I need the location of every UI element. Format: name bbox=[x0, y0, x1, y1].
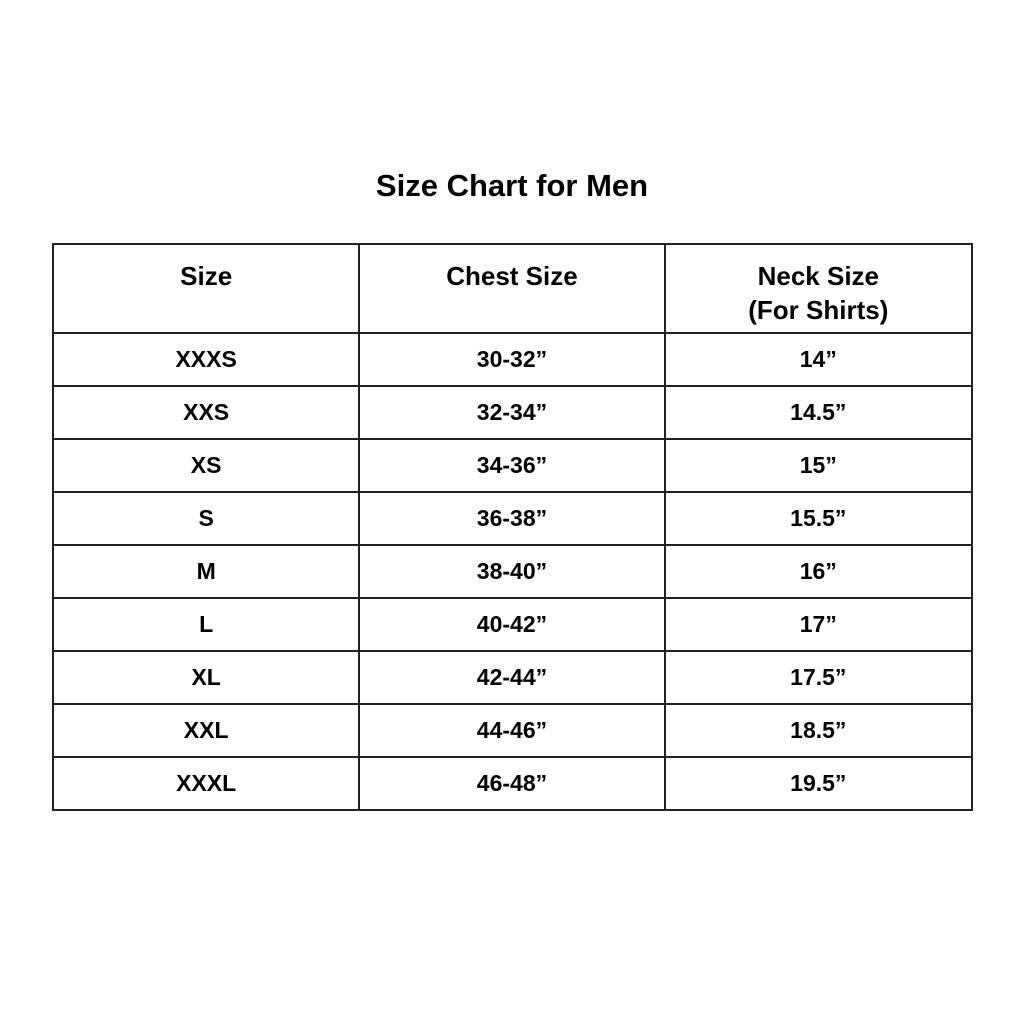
chest-size-cell: 32-34” bbox=[358, 385, 666, 440]
chest-size-cell: 34-36” bbox=[358, 438, 666, 493]
size-cell: M bbox=[51, 544, 361, 599]
neck-size-cell: 17.5” bbox=[663, 650, 974, 705]
neck-size-cell: 18.5” bbox=[663, 703, 974, 758]
table-row: S 36-38” 15.5” bbox=[51, 491, 974, 546]
chest-size-cell: 38-40” bbox=[358, 544, 666, 599]
neck-size-cell: 17” bbox=[663, 597, 974, 652]
chest-size-cell: 40-42” bbox=[358, 597, 666, 652]
header-chest-size: Chest Size bbox=[358, 243, 666, 334]
size-cell: XXS bbox=[51, 385, 361, 440]
size-cell: XS bbox=[51, 438, 361, 493]
neck-size-cell: 19.5” bbox=[663, 756, 974, 811]
neck-size-cell: 15” bbox=[663, 438, 974, 493]
size-cell: XL bbox=[51, 650, 361, 705]
header-row: Size Chest Size Neck Size (For Shirts) bbox=[51, 243, 974, 334]
neck-size-cell: 16” bbox=[663, 544, 974, 599]
chest-size-cell: 30-32” bbox=[358, 332, 666, 387]
header-neck-size-label: Neck Size bbox=[757, 261, 880, 291]
table-row: XS 34-36” 15” bbox=[51, 438, 974, 493]
chest-size-cell: 46-48” bbox=[358, 756, 666, 811]
neck-size-cell: 14” bbox=[663, 332, 974, 387]
page-title: Size Chart for Men bbox=[375, 168, 649, 203]
size-cell: XXL bbox=[51, 703, 361, 758]
size-cell: XXXL bbox=[51, 756, 361, 811]
chest-size-cell: 36-38” bbox=[358, 491, 666, 546]
table-row: XXS 32-34” 14.5” bbox=[51, 385, 974, 440]
chest-size-cell: 42-44” bbox=[358, 650, 666, 705]
size-cell: XXXS bbox=[51, 332, 361, 387]
table-row: XXL 44-46” 18.5” bbox=[51, 703, 974, 758]
header-neck-size-note: (For Shirts) bbox=[748, 295, 889, 325]
size-cell: S bbox=[51, 491, 361, 546]
table-row: M 38-40” 16” bbox=[51, 544, 974, 599]
header-size: Size bbox=[51, 243, 361, 334]
table-row: XXXL 46-48” 19.5” bbox=[51, 756, 974, 811]
neck-size-cell: 14.5” bbox=[663, 385, 974, 440]
neck-size-cell: 15.5” bbox=[663, 491, 974, 546]
table-row: L 40-42” 17” bbox=[51, 597, 974, 652]
table-row: XXXS 30-32” 14” bbox=[51, 332, 974, 387]
table-row: XL 42-44” 17.5” bbox=[51, 650, 974, 705]
header-neck-size: Neck Size (For Shirts) bbox=[663, 243, 974, 334]
size-cell: L bbox=[51, 597, 361, 652]
size-chart-table: Size Chest Size Neck Size (For Shirts) X… bbox=[51, 243, 974, 811]
chest-size-cell: 44-46” bbox=[358, 703, 666, 758]
